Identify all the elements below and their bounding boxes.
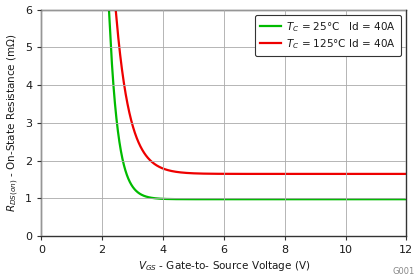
$T_C$ = 125°C Id = 40A [333, 172, 338, 175]
$T_C$ = 25°C   Id = 40A [287, 198, 292, 201]
$T_C$ = 125°C Id = 40A [127, 111, 132, 114]
$T_C$ = 25°C   Id = 40A [106, 8, 111, 11]
Y-axis label: $R_{DS(on)}$ - On-State Resistance (m$\Omega$): $R_{DS(on)}$ - On-State Resistance (m$\O… [5, 33, 21, 212]
$T_C$ = 25°C   Id = 40A [404, 198, 409, 201]
$T_C$ = 125°C Id = 40A [363, 172, 368, 175]
$T_C$ = 25°C   Id = 40A [279, 198, 284, 201]
Text: G001: G001 [393, 267, 415, 276]
Legend: $T_C$ = 25°C   Id = 40A, $T_C$ = 125°C Id = 40A: $T_C$ = 25°C Id = 40A, $T_C$ = 125°C Id … [255, 15, 401, 56]
X-axis label: $V_{GS}$ - Gate-to- Source Voltage (V): $V_{GS}$ - Gate-to- Source Voltage (V) [137, 259, 310, 273]
$T_C$ = 125°C Id = 40A [297, 172, 302, 175]
$T_C$ = 125°C Id = 40A [109, 8, 114, 11]
$T_C$ = 25°C   Id = 40A [332, 198, 337, 201]
$T_C$ = 25°C   Id = 40A [124, 172, 129, 175]
$T_C$ = 125°C Id = 40A [404, 172, 409, 175]
$T_C$ = 25°C   Id = 40A [296, 198, 301, 201]
Line: $T_C$ = 125°C Id = 40A: $T_C$ = 125°C Id = 40A [111, 9, 406, 174]
$T_C$ = 125°C Id = 40A [288, 172, 293, 175]
Line: $T_C$ = 25°C   Id = 40A: $T_C$ = 25°C Id = 40A [108, 9, 406, 199]
$T_C$ = 25°C   Id = 40A [362, 198, 367, 201]
$T_C$ = 125°C Id = 40A [280, 172, 285, 175]
